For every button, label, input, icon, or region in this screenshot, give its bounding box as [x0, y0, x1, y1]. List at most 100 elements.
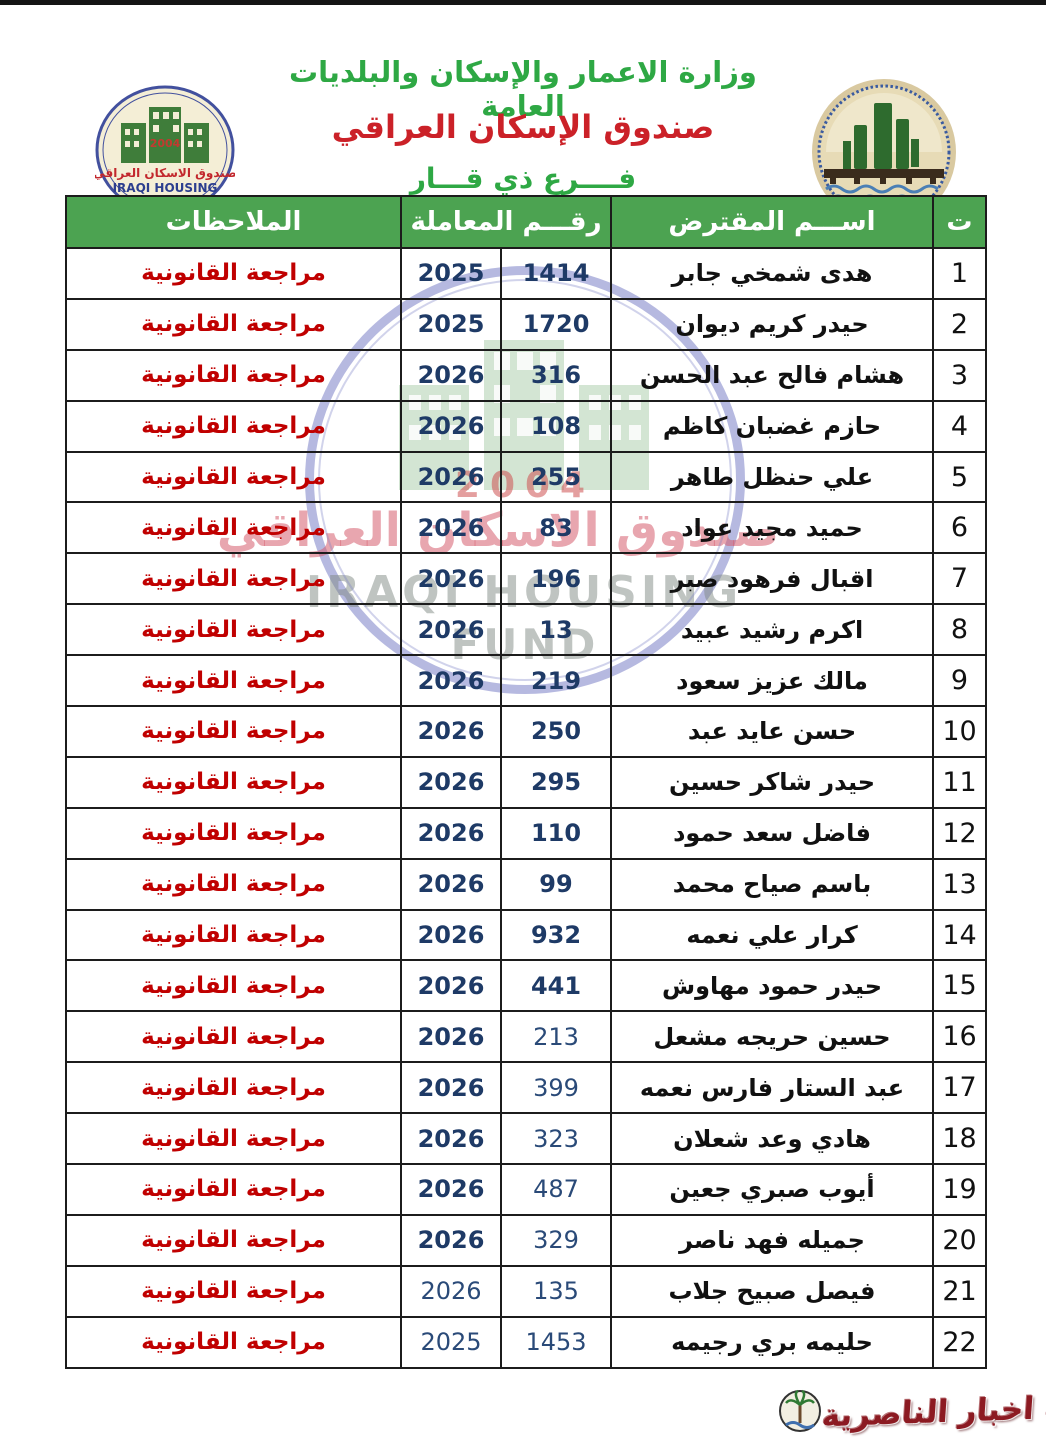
notes-cell: مراجعة القانونية	[65, 1315, 402, 1369]
notes-cell: مراجعة القانونية	[65, 857, 402, 911]
year-cell: 2026	[400, 1010, 502, 1064]
borrowers-table: الملاحظات رقـــم المعاملة اســـم المقترض…	[65, 195, 987, 1369]
year-cell: 2026	[400, 806, 502, 860]
table-row: مراجعة القانونية 2026 316 هشام فالح عبد الح…	[65, 348, 987, 402]
borrower-name-cell: اكرم رشيد عبيد	[610, 603, 934, 657]
table-row: مراجعة القانونية 2026 250 حسن عايد عبد 10	[65, 705, 987, 758]
notes-cell: مراجعة القانونية	[65, 654, 402, 708]
borrower-name-cell: باسم صياح محمد	[610, 857, 934, 911]
number-cell: 1453	[500, 1315, 612, 1369]
year-cell: 2026	[400, 959, 502, 1013]
serial-cell: 22	[932, 1315, 987, 1369]
borrower-name-cell: فاضل سعد حمود	[610, 806, 934, 860]
borrowers-table-wrap: الملاحظات رقـــم المعاملة اســـم المقترض…	[65, 195, 987, 1369]
number-cell: 83	[500, 501, 612, 555]
top-border-bar	[0, 0, 1046, 5]
year-cell: 2026	[400, 1163, 502, 1216]
palm-tree-icon	[779, 1389, 821, 1432]
number-cell: 1720	[500, 297, 612, 351]
borrower-name-column-header: اســـم المقترض	[610, 195, 934, 249]
table-body: مراجعة القانونية 2025 1414 هدى شمخي جابر 1 مر…	[65, 247, 987, 1369]
notes-cell: مراجعة القانونية	[65, 297, 402, 351]
year-cell: 2025	[400, 297, 502, 351]
table-row: مراجعة القانونية 2026 13 اكرم رشيد عبيد 8	[65, 603, 987, 657]
serial-cell: 11	[932, 755, 987, 809]
document-header: 2004 صندوق الاسكان العراقي IRAQI HOUSING…	[0, 30, 1046, 225]
notes-cell: مراجعة القانونية	[65, 1010, 402, 1064]
notes-cell: مراجعة القانونية	[65, 247, 402, 300]
borrower-name-cell: فيصل صبيح جلاب	[610, 1264, 934, 1318]
notes-cell: مراجعة القانونية	[65, 450, 402, 504]
borrower-name-cell: علي حنظل طاهر	[610, 450, 934, 504]
notes-cell: مراجعة القانونية	[65, 1112, 402, 1166]
fund-title: صندوق الإسكان العراقي	[331, 108, 715, 146]
notes-cell: مراجعة القانونية	[65, 552, 402, 606]
borrower-name-cell: كرار علي نعمه	[610, 908, 934, 962]
borrower-name-cell: حسين حريجه مشعل	[610, 1010, 934, 1064]
borrower-name-cell: حيدر شاكر حسين	[610, 755, 934, 809]
serial-cell: 18	[932, 1112, 987, 1166]
serial-cell: 2	[932, 297, 987, 351]
table-row: مراجعة القانونية 2026 329 جميله فهد ناصر 20	[65, 1213, 987, 1267]
number-cell: 295	[500, 755, 612, 809]
year-cell: 2025	[400, 247, 502, 300]
borrower-name-cell: هادي وعد شعلان	[610, 1112, 934, 1166]
city-bridge-river-logo	[812, 79, 956, 225]
serial-cell: 7	[932, 552, 987, 606]
logo-year-text: 2004	[150, 137, 181, 150]
table-row: مراجعة القانونية 2025 1414 هدى شمخي جابر 1	[65, 247, 987, 300]
notes-cell: مراجعة القانونية	[65, 501, 402, 555]
borrower-name-cell: هشام فالح عبد الحسن	[610, 348, 934, 402]
year-cell: 2025	[400, 1315, 502, 1369]
table-row: مراجعة القانونية 2026 99 باسم صياح محمد 13	[65, 857, 987, 911]
notes-cell: مراجعة القانونية	[65, 1163, 402, 1216]
year-cell: 2026	[400, 1061, 502, 1115]
number-cell: 316	[500, 348, 612, 402]
table-row: مراجعة القانونية 2026 323 هادي وعد شعلان 18	[65, 1112, 987, 1166]
serial-cell: 1	[932, 247, 987, 300]
number-cell: 329	[500, 1213, 612, 1267]
table-row: مراجعة القانونية 2026 255 علي حنظل طاهر 5	[65, 450, 987, 504]
serial-cell: 3	[932, 348, 987, 402]
table-row: مراجعة القانونية 2025 1720 حيدر كريم ديوان 2	[65, 297, 987, 351]
number-cell: 1414	[500, 247, 612, 300]
serial-cell: 6	[932, 501, 987, 555]
serial-column-header: ت	[932, 195, 987, 249]
year-cell: 2026	[400, 399, 502, 453]
number-cell: 219	[500, 654, 612, 708]
year-cell: 2026	[400, 654, 502, 708]
number-cell: 213	[500, 1010, 612, 1064]
borrower-name-cell: مالك عزيز سعود	[610, 654, 934, 708]
borrower-name-cell: أيوب صبري جعين	[610, 1163, 934, 1216]
year-cell: 2026	[400, 755, 502, 809]
number-cell: 110	[500, 806, 612, 860]
number-cell: 932	[500, 908, 612, 962]
table-row: مراجعة القانونية 2025 1453 حليمه بري رجيمه 2…	[65, 1315, 987, 1369]
borrower-name-cell: حازم غضبان كاظم	[610, 399, 934, 453]
notes-cell: مراجعة القانونية	[65, 1264, 402, 1318]
serial-cell: 20	[932, 1213, 987, 1267]
bridge-icon	[824, 169, 944, 184]
table-row: مراجعة القانونية 2026 219 مالك عزيز سعود 9	[65, 654, 987, 708]
number-cell: 323	[500, 1112, 612, 1166]
transaction-number-column-header: رقـــم المعاملة	[400, 195, 612, 249]
number-cell: 250	[500, 705, 612, 758]
ministry-title: وزارة الاعمار والإسكان والبلديات العامة	[289, 55, 757, 123]
serial-cell: 12	[932, 806, 987, 860]
borrower-name-cell: هدى شمخي جابر	[610, 247, 934, 300]
borrower-name-cell: حميد مجيد عواد	[610, 501, 934, 555]
notes-cell: مراجعة القانونية	[65, 399, 402, 453]
year-cell: 2026	[400, 450, 502, 504]
notes-cell: مراجعة القانونية	[65, 806, 402, 860]
table-row: مراجعة القانونية 2026 108 حازم غضبان كاظم 4	[65, 399, 987, 453]
year-cell: 2026	[400, 908, 502, 962]
year-cell: 2026	[400, 552, 502, 606]
borrower-name-cell: حسن عايد عبد	[610, 705, 934, 758]
number-cell: 108	[500, 399, 612, 453]
notes-cell: مراجعة القانونية	[65, 705, 402, 758]
table-row: مراجعة القانونية 2026 295 حيدر شاكر حسين 11	[65, 755, 987, 809]
serial-cell: 21	[932, 1264, 987, 1318]
table-row: مراجعة القانونية 2026 213 حسين حريجه مشعل 16	[65, 1010, 987, 1064]
serial-cell: 8	[932, 603, 987, 657]
stamp-text: شبكة اخبار الناصرية	[820, 1387, 1046, 1435]
